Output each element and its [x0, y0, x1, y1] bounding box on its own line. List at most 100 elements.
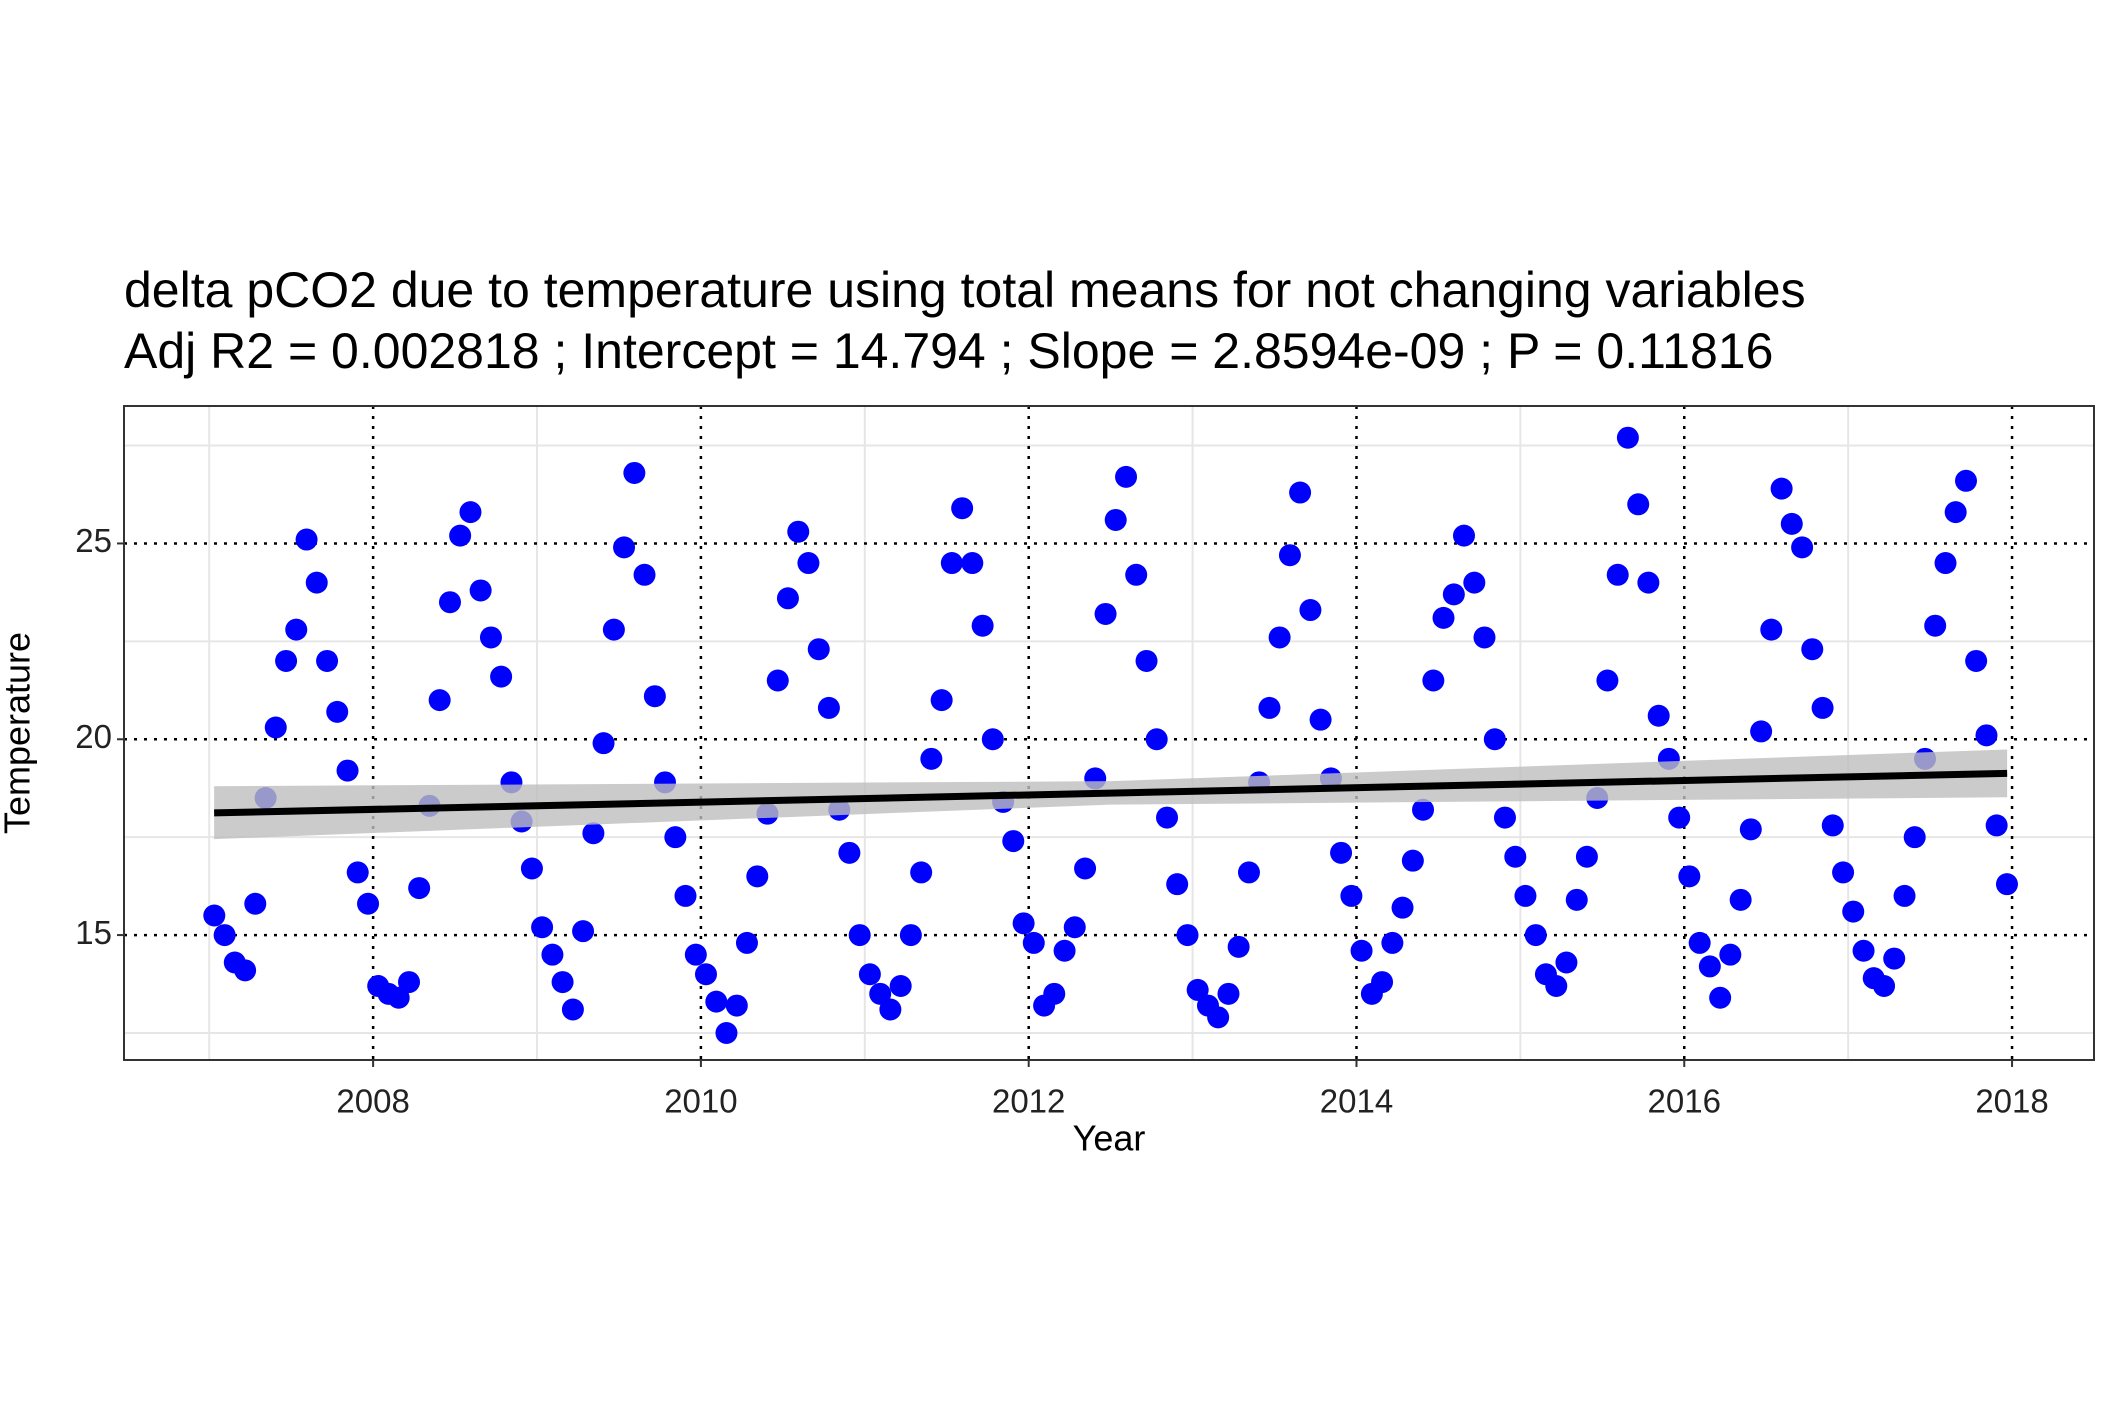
point [1545, 974, 1568, 997]
point [1924, 614, 1947, 637]
point [1166, 873, 1189, 896]
point [244, 892, 267, 915]
chart-title: delta pCO2 due to temperature using tota… [124, 262, 1806, 318]
point [1555, 951, 1578, 974]
point [1678, 865, 1701, 888]
y-tick-label: 20 [75, 718, 112, 755]
point [1422, 669, 1445, 692]
point [1995, 873, 2018, 896]
point [981, 728, 1004, 751]
point [572, 920, 595, 943]
point [1575, 845, 1598, 868]
point [408, 877, 431, 900]
point [674, 884, 697, 907]
point [1186, 978, 1209, 1001]
point [1729, 888, 1752, 911]
point [1268, 626, 1291, 649]
point [1504, 845, 1527, 868]
point [551, 971, 574, 994]
point [705, 990, 728, 1013]
fit-line [214, 769, 2008, 817]
point [1832, 861, 1855, 884]
point [438, 591, 461, 614]
point [1965, 649, 1988, 672]
chart-subtitle: Adj R2 = 0.002818 ; Intercept = 14.794 ;… [124, 323, 1773, 379]
point [602, 618, 625, 641]
point [1412, 798, 1435, 821]
point [715, 1021, 738, 1044]
point [787, 520, 810, 543]
y-tick-label: 15 [75, 914, 112, 951]
point [961, 552, 984, 575]
point [1094, 602, 1117, 625]
point [1944, 501, 1967, 524]
point [1330, 841, 1353, 864]
point [1750, 720, 1773, 743]
point [1780, 512, 1803, 535]
y-tick-label: 25 [75, 522, 112, 559]
point [1012, 912, 1035, 935]
point [613, 536, 636, 559]
point [1299, 599, 1322, 622]
point [1985, 814, 2008, 837]
point [357, 892, 380, 915]
point [1616, 426, 1639, 449]
point [1709, 986, 1732, 1009]
point [1125, 563, 1148, 586]
point [623, 461, 646, 484]
x-tick-label: 2012 [992, 1083, 1065, 1120]
point [1954, 469, 1977, 492]
point [387, 986, 410, 1009]
x-tick-label: 2008 [336, 1083, 409, 1120]
point [1145, 728, 1168, 751]
point [971, 614, 994, 637]
point [664, 826, 687, 849]
point [746, 865, 769, 888]
point [1391, 896, 1414, 919]
point [459, 501, 482, 524]
point [490, 665, 513, 688]
point [346, 861, 369, 884]
point [1207, 1006, 1230, 1029]
point [1258, 696, 1281, 719]
point [1350, 939, 1373, 962]
point [1043, 982, 1066, 1005]
point [1104, 508, 1127, 531]
point [1483, 728, 1506, 751]
point [838, 841, 861, 864]
point [633, 563, 656, 586]
point [694, 963, 717, 986]
point [1053, 939, 1076, 962]
point [848, 924, 871, 947]
point [879, 998, 902, 1021]
point [889, 974, 912, 997]
point [203, 904, 226, 927]
point [869, 982, 892, 1005]
point [1473, 626, 1496, 649]
point [1514, 884, 1537, 907]
point [807, 638, 830, 661]
point [541, 943, 564, 966]
point [1821, 814, 1844, 837]
point [1493, 806, 1516, 829]
point [305, 571, 328, 594]
point [531, 916, 554, 939]
point [951, 497, 974, 520]
point [643, 685, 666, 708]
x-tick-label: 2010 [664, 1083, 737, 1120]
point [725, 994, 748, 1017]
point [1975, 724, 1998, 747]
point [561, 998, 584, 1021]
point [1903, 826, 1926, 849]
point [1063, 916, 1086, 939]
point [1432, 606, 1455, 629]
point [1934, 552, 1957, 575]
point [1801, 638, 1824, 661]
point [1688, 931, 1711, 954]
point [1647, 704, 1670, 727]
point [858, 963, 881, 986]
point [1217, 982, 1240, 1005]
point [234, 959, 257, 982]
point [264, 716, 287, 739]
point [1227, 935, 1250, 958]
